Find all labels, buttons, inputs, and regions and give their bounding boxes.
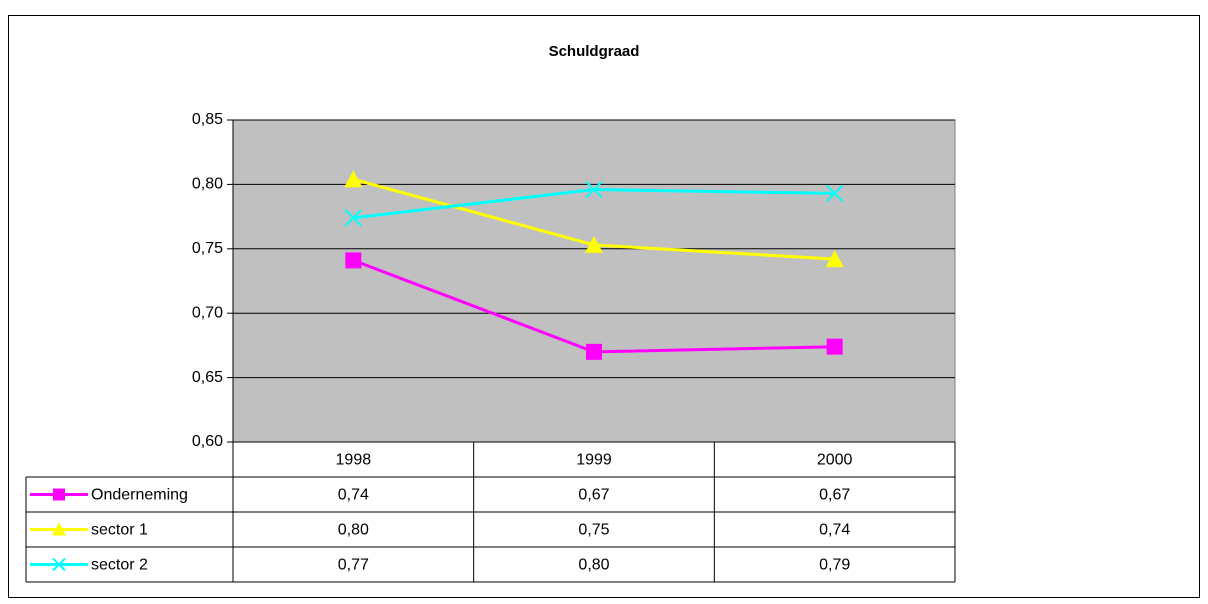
y-tick-label: 0,85	[192, 111, 223, 128]
y-tick-label: 0,70	[192, 304, 223, 321]
marker	[825, 184, 844, 203]
table-value: 0,74	[338, 487, 369, 504]
legend-label: sector 1	[91, 522, 148, 539]
marker	[585, 235, 603, 253]
x-tick-label: 1999	[576, 452, 612, 469]
y-tick-label: 0,60	[192, 433, 223, 450]
marker	[53, 488, 65, 501]
x-tick-label: 2000	[817, 452, 853, 469]
marker	[585, 180, 603, 199]
y-tick-label: 0,65	[192, 369, 223, 386]
marker	[344, 209, 363, 227]
table-value: 0,74	[819, 522, 850, 539]
marker	[344, 170, 363, 188]
y-tick-label: 0,75	[192, 240, 223, 257]
table-value: 0,79	[819, 557, 850, 574]
table-value: 0,67	[578, 487, 609, 504]
table-value: 0,80	[578, 557, 609, 574]
legend-label: sector 2	[91, 557, 148, 574]
table-value: 0,67	[819, 487, 850, 504]
legend-label: Onderneming	[91, 487, 188, 504]
plot-area	[232, 119, 956, 443]
x-tick-label: 1998	[336, 452, 372, 469]
marker	[586, 343, 602, 360]
marker	[52, 522, 66, 536]
table-value: 0,77	[338, 557, 369, 574]
marker	[826, 338, 843, 355]
marker	[52, 557, 66, 572]
y-tick-label: 0,80	[192, 176, 223, 193]
table-value: 0,80	[338, 522, 369, 539]
table-value: 0,75	[578, 522, 609, 539]
marker	[825, 250, 844, 268]
marker	[345, 252, 362, 269]
chart-title: Schuldgraad	[549, 43, 640, 60]
